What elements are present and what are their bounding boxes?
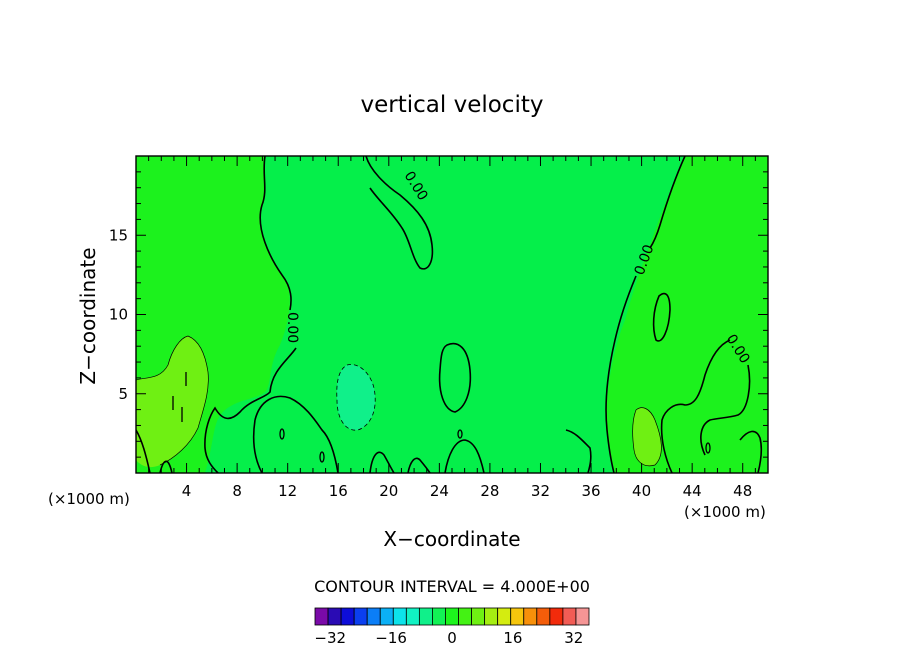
x-tick-label: 4 [182, 482, 192, 500]
colorbar-tick-label: −32 [314, 629, 346, 647]
x-tick-label: 48 [733, 482, 752, 500]
x-tick-label: 12 [278, 482, 297, 500]
colorbar-swatch [536, 607, 551, 626]
chart-title: vertical velocity [361, 92, 544, 118]
x-tick-label: 16 [329, 482, 348, 500]
colorbar-swatch [379, 607, 394, 626]
x-tick-label: 32 [531, 482, 550, 500]
x-tick-label: 36 [581, 482, 600, 500]
colorbar-swatch [497, 607, 512, 626]
x-tick-label: 24 [430, 482, 449, 500]
colorbar-tick-label: −16 [375, 629, 407, 647]
colorbar-tick-label: 0 [447, 629, 457, 647]
colorbar-swatch [314, 607, 329, 626]
x-tick-label: 8 [232, 482, 242, 500]
contour-lines-thin [136, 335, 662, 467]
colorbar-swatch [432, 607, 446, 626]
colorbar-tick-label: 16 [503, 629, 522, 647]
colorbar-swatch [549, 607, 564, 626]
colorbar-swatch [562, 607, 577, 626]
colorbar-swatch [405, 607, 420, 626]
y-axis: 5 10 15 [109, 171, 768, 458]
contour-label: 0.00 [284, 312, 300, 343]
field-weak-positive-left [136, 336, 209, 468]
colorbar-swatch [392, 607, 407, 626]
y-tick-label: 15 [109, 226, 128, 244]
colorbar-swatch [340, 607, 355, 626]
contour-negative-dashed [336, 364, 376, 431]
x-tick-label: 20 [379, 482, 398, 500]
colorbar-swatch [484, 607, 499, 626]
contour-small-features [172, 372, 711, 463]
colorbar-swatch [458, 607, 472, 626]
y-axis-label: Z−coordinate [76, 247, 100, 384]
x-axis: 4 8 12 16 20 24 28 32 36 40 44 48 [148, 156, 756, 500]
x-unit-right: (×1000 m) [684, 503, 766, 521]
y-tick-label: 10 [109, 306, 128, 324]
x-tick-label: 28 [480, 482, 499, 500]
x-tick-label: 44 [683, 482, 702, 500]
colorbar-swatch [353, 607, 368, 626]
field-weak-positive-right [632, 407, 662, 466]
field-weak-negative [336, 364, 376, 431]
x-tick-label: 40 [632, 482, 651, 500]
colorbar-swatch [510, 607, 525, 626]
colorbar-swatch [575, 607, 590, 626]
x-unit-left: (×1000 m) [48, 490, 130, 508]
colorbar-swatch [523, 607, 538, 626]
x-axis-label: X−coordinate [383, 527, 520, 551]
colorbar-swatch [327, 607, 342, 626]
contour-plot-area: 0.00 0.00 0.00 0.00 [136, 156, 768, 473]
colorbar-ticks: −32 −16 0 16 32 [314, 629, 583, 647]
y-tick-label: 5 [118, 385, 128, 403]
colorbar-swatch [366, 607, 381, 626]
field-central-band [205, 156, 685, 473]
colorbar-swatch [445, 607, 459, 626]
colorbar-swatch [471, 607, 486, 626]
contour-lines [136, 156, 763, 473]
colorbar-swatch [418, 607, 433, 626]
colorbar [314, 607, 590, 626]
contour-interval: CONTOUR INTERVAL = 4.000E+00 [314, 577, 590, 596]
colorbar-tick-label: 32 [564, 629, 583, 647]
